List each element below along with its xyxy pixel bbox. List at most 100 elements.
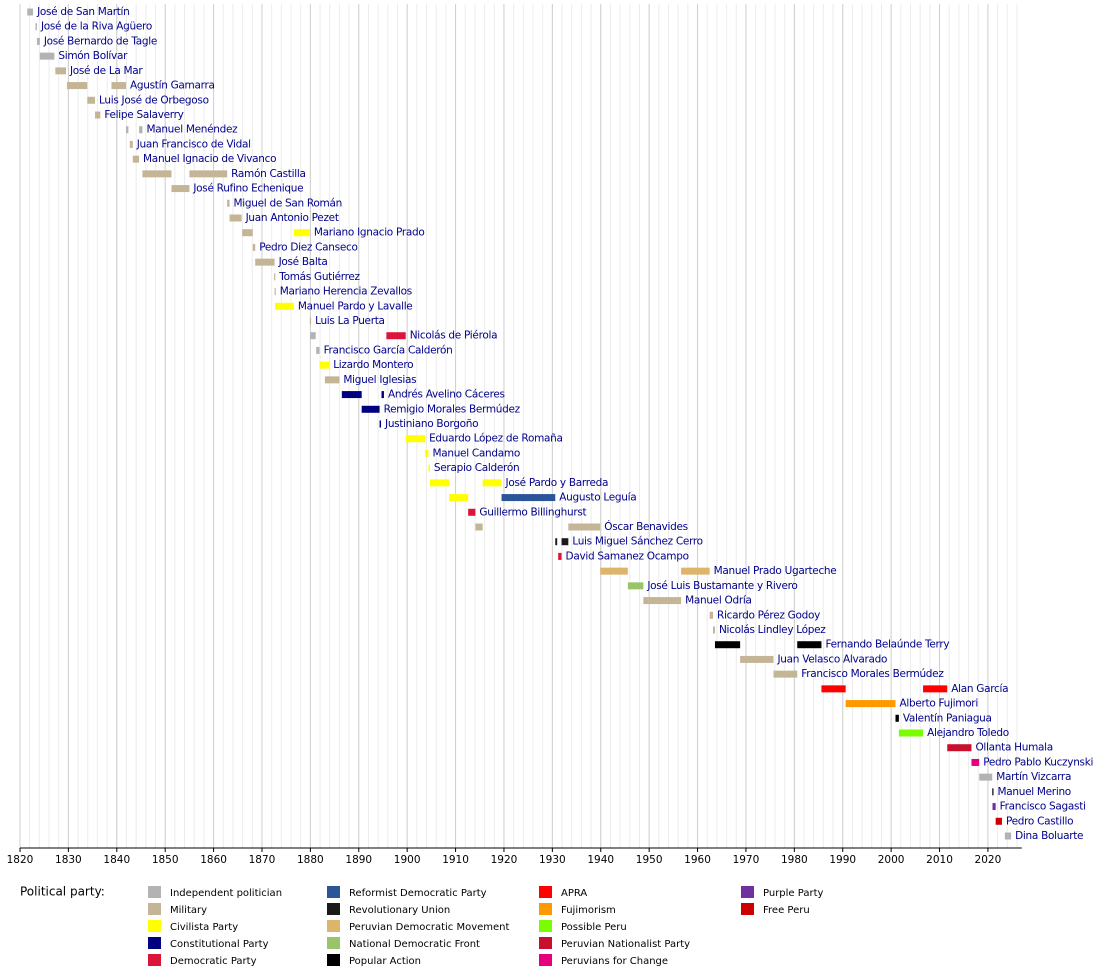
president-name: Guillermo Billinghurst bbox=[479, 506, 586, 518]
legend-label: APRA bbox=[561, 888, 587, 899]
term-bar bbox=[429, 479, 450, 487]
term-bar bbox=[309, 317, 312, 325]
president-name: Mariano Herencia Zevallos bbox=[280, 286, 412, 298]
president-name: Juan Velasco Alvarado bbox=[777, 653, 888, 665]
term-bar bbox=[713, 626, 715, 634]
term-bar bbox=[39, 52, 55, 60]
president-name: Luis La Puerta bbox=[315, 315, 385, 327]
term-bar bbox=[252, 243, 256, 251]
term-bar bbox=[66, 82, 88, 90]
president-name: Andrés Avelino Cáceres bbox=[388, 389, 505, 401]
term-bar bbox=[558, 552, 562, 560]
legend-label: Peruvian Democratic Movement bbox=[349, 922, 509, 933]
president-name: Justiniano Borgoño bbox=[384, 418, 478, 430]
president-name: José Balta bbox=[278, 256, 328, 268]
term-bar bbox=[229, 214, 242, 222]
term-bar bbox=[341, 391, 362, 399]
president-name: Manuel Candamo bbox=[432, 447, 520, 459]
president-name: Miguel de San Román bbox=[234, 197, 342, 209]
president-name: Eduardo López de Romaña bbox=[429, 433, 563, 445]
president-name: Dina Boluarte bbox=[1015, 830, 1083, 842]
legend-swatch bbox=[327, 920, 340, 932]
x-tick-label: 1980 bbox=[781, 854, 808, 866]
legend-label: Peruvian Nationalist Party bbox=[561, 939, 690, 950]
president-name: Alan García bbox=[951, 683, 1008, 695]
term-bar bbox=[379, 420, 382, 428]
president-name: Tomás Gutiérrez bbox=[278, 271, 360, 283]
president-name: José Bernardo de Tagle bbox=[43, 35, 157, 47]
x-tick-label: 1890 bbox=[345, 854, 372, 866]
legend-label: Democratic Party bbox=[170, 956, 257, 967]
president-name: Lizardo Montero bbox=[333, 359, 413, 371]
x-tick-label: 1960 bbox=[684, 854, 711, 866]
x-tick-label: 2010 bbox=[926, 854, 953, 866]
x-tick-label: 1820 bbox=[7, 854, 34, 866]
president-name: Pedro Pablo Kuczynski bbox=[983, 756, 1093, 768]
legend-label: National Democratic Front bbox=[349, 939, 480, 950]
legend-label: Independent politician bbox=[170, 888, 282, 899]
term-bar bbox=[381, 391, 384, 399]
term-bar bbox=[898, 729, 924, 737]
term-bar bbox=[125, 126, 129, 134]
term-bar bbox=[95, 111, 101, 119]
legend-swatch bbox=[327, 903, 340, 915]
term-bar bbox=[55, 67, 66, 75]
term-bar bbox=[142, 170, 172, 178]
x-tick-label: 2020 bbox=[975, 854, 1002, 866]
president-name: José de la Riva Agüero bbox=[40, 21, 152, 33]
president-name: Manuel Menéndez bbox=[146, 124, 238, 136]
term-bar bbox=[274, 273, 276, 281]
president-name: Fernando Belaúnde Terry bbox=[825, 639, 949, 651]
term-bar bbox=[995, 817, 1002, 825]
term-bar bbox=[643, 597, 682, 605]
term-bar bbox=[568, 523, 601, 531]
term-bar bbox=[227, 199, 230, 207]
legend-swatch bbox=[539, 954, 552, 966]
legend-label: Fujimorism bbox=[561, 905, 616, 916]
president-name: Manuel Ignacio de Vivanco bbox=[143, 153, 276, 165]
legend-label: Peruvians for Change bbox=[561, 956, 668, 967]
term-bar bbox=[129, 140, 133, 148]
legend-label: Constitutional Party bbox=[170, 939, 269, 950]
president-name: Francisco García Calderón bbox=[324, 344, 453, 356]
legend-swatch bbox=[539, 903, 552, 915]
term-bar bbox=[255, 258, 275, 266]
term-bar bbox=[361, 405, 380, 413]
term-bar bbox=[274, 288, 276, 296]
x-tick-label: 1920 bbox=[491, 854, 518, 866]
term-bar bbox=[189, 170, 228, 178]
president-name: Miguel Iglesias bbox=[343, 374, 416, 386]
term-bar bbox=[773, 670, 798, 678]
president-name: Simón Bolívar bbox=[58, 50, 128, 62]
term-bar bbox=[740, 655, 774, 663]
term-bar bbox=[923, 685, 948, 693]
term-bar bbox=[681, 567, 710, 575]
term-bar bbox=[555, 538, 558, 546]
president-name: José de San Martín bbox=[36, 6, 129, 18]
president-name: Pedro Castillo bbox=[1006, 815, 1073, 827]
term-bar bbox=[947, 744, 972, 752]
term-bar bbox=[482, 479, 502, 487]
president-name: Manuel Pardo y Lavalle bbox=[298, 300, 413, 312]
term-bar bbox=[821, 685, 846, 693]
term-bar bbox=[405, 435, 426, 443]
term-bar bbox=[992, 788, 994, 796]
legend-swatch bbox=[741, 903, 754, 915]
president-name: Nicolás de Piérola bbox=[410, 330, 498, 342]
legend-label: Revolutionary Union bbox=[349, 905, 450, 916]
president-name: José Luis Bustamante y Rivero bbox=[646, 580, 797, 592]
president-name: Ramón Castilla bbox=[231, 168, 305, 180]
president-name: Alberto Fujimori bbox=[899, 698, 977, 710]
term-bar bbox=[714, 641, 741, 649]
x-tick-label: 1910 bbox=[442, 854, 469, 866]
term-bar bbox=[386, 332, 406, 340]
term-bar bbox=[1004, 832, 1012, 840]
legend-swatch bbox=[327, 886, 340, 898]
x-tick-label: 1970 bbox=[733, 854, 760, 866]
term-bar bbox=[171, 185, 190, 193]
term-bar bbox=[36, 37, 40, 45]
term-bar bbox=[428, 464, 430, 472]
term-bar bbox=[310, 332, 316, 340]
